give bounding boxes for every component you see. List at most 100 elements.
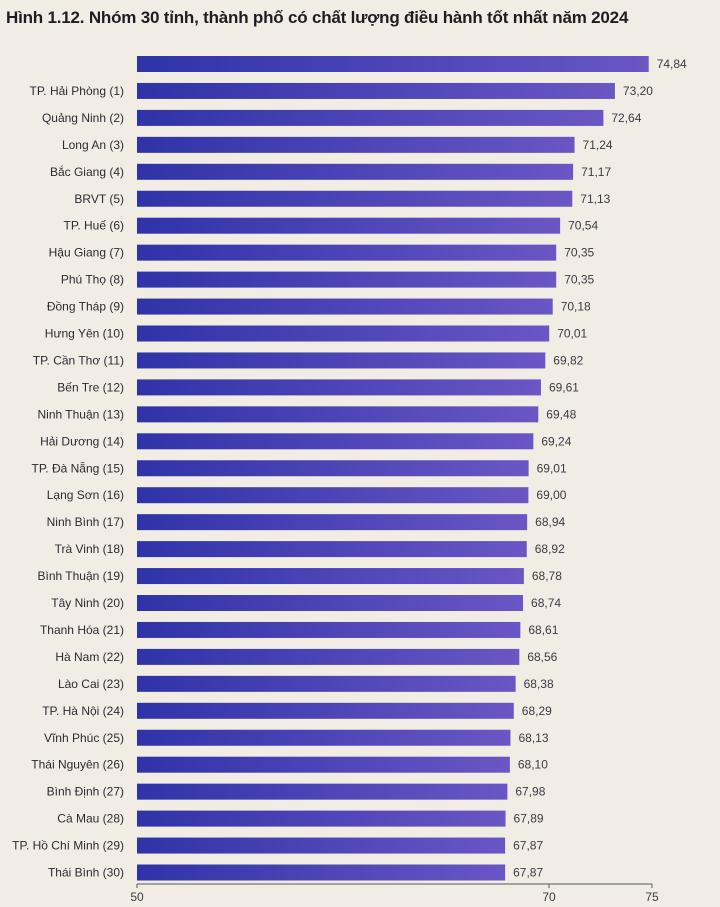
x-tick-label: 75 bbox=[645, 890, 659, 904]
bar bbox=[137, 325, 550, 342]
chart-title: Hình 1.12. Nhóm 30 tỉnh, thành phố có ch… bbox=[6, 8, 629, 27]
category-label: Long An (3) bbox=[62, 138, 124, 152]
category-label: Ninh Bình (17) bbox=[47, 515, 124, 529]
category-labels-layer: TP. Hải Phòng (1) Quảng Ninh (2) Long An (… bbox=[12, 84, 124, 880]
bar bbox=[137, 271, 557, 288]
category-label: Thanh Hóa (21) bbox=[40, 623, 124, 637]
value-label: 69,01 bbox=[537, 461, 567, 475]
value-label: 67,98 bbox=[515, 785, 545, 799]
category-label: Thái Bình (30) bbox=[48, 866, 124, 880]
bar bbox=[137, 82, 615, 99]
value-label: 67,87 bbox=[513, 866, 543, 880]
category-label: Đồng Tháp (9) bbox=[47, 300, 124, 314]
x-axis: 50 70 75 bbox=[130, 883, 659, 904]
value-label: 70,18 bbox=[561, 300, 591, 314]
value-label: 74,84 bbox=[657, 57, 687, 71]
category-label: TP. Cần Thơ (11) bbox=[33, 353, 124, 367]
value-label: 68,13 bbox=[518, 731, 548, 745]
value-label: 67,89 bbox=[514, 812, 544, 826]
bar bbox=[137, 217, 561, 234]
value-label: 70,01 bbox=[557, 327, 587, 341]
bar bbox=[137, 244, 557, 261]
bar bbox=[137, 621, 521, 638]
bar bbox=[137, 406, 539, 423]
category-label: Trà Vinh (18) bbox=[55, 542, 124, 556]
value-label: 69,48 bbox=[546, 407, 576, 421]
value-label: 68,56 bbox=[527, 650, 557, 664]
value-label: 69,00 bbox=[536, 488, 566, 502]
category-label: Bình Thuận (19) bbox=[37, 569, 124, 583]
category-label: TP. Hồ Chí Minh (29) bbox=[12, 839, 124, 853]
x-tick-label: 50 bbox=[130, 890, 144, 904]
bar bbox=[137, 460, 529, 477]
category-label: Cà Mau (28) bbox=[57, 812, 124, 826]
category-label: Phú Thọ (8) bbox=[61, 273, 124, 287]
bars-layer bbox=[137, 56, 649, 881]
bar bbox=[137, 379, 541, 396]
bar bbox=[137, 675, 516, 692]
category-label: BRVT (5) bbox=[74, 192, 124, 206]
category-label: TP. Huế (6) bbox=[64, 219, 124, 233]
value-label: 69,24 bbox=[541, 434, 571, 448]
bar bbox=[137, 298, 553, 315]
value-label: 68,38 bbox=[524, 677, 554, 691]
value-label: 70,35 bbox=[564, 246, 594, 260]
category-label: TP. Hà Nội (24) bbox=[42, 704, 124, 718]
category-label: TP. Hải Phòng (1) bbox=[30, 84, 125, 98]
value-label: 68,78 bbox=[532, 569, 562, 583]
bar bbox=[137, 783, 508, 800]
bar bbox=[137, 163, 574, 180]
value-label: 68,10 bbox=[518, 758, 548, 772]
value-label: 68,61 bbox=[528, 623, 558, 637]
bar bbox=[137, 729, 511, 746]
bar bbox=[137, 595, 524, 611]
value-label: 71,24 bbox=[583, 138, 613, 152]
category-label: Bến Tre (12) bbox=[57, 380, 124, 394]
value-label: 73,20 bbox=[623, 84, 653, 98]
value-label: 69,82 bbox=[553, 353, 583, 367]
bar bbox=[137, 568, 524, 585]
category-label: Thái Nguyên (26) bbox=[31, 758, 124, 772]
bar bbox=[137, 190, 573, 207]
bar bbox=[137, 864, 506, 881]
category-label: Ninh Thuận (13) bbox=[38, 407, 125, 421]
category-label: Vĩnh Phúc (25) bbox=[44, 731, 124, 745]
value-label: 71,13 bbox=[580, 192, 610, 206]
value-label: 69,61 bbox=[549, 380, 579, 394]
value-label: 68,94 bbox=[535, 515, 565, 529]
bar bbox=[137, 136, 575, 153]
category-label: Bắc Giang (4) bbox=[50, 164, 124, 179]
bar bbox=[137, 109, 604, 126]
value-label: 72,64 bbox=[611, 111, 641, 125]
bar bbox=[137, 352, 546, 369]
value-label: 70,54 bbox=[568, 219, 598, 233]
category-label: Hà Nam (22) bbox=[55, 650, 124, 664]
category-label: Lào Cai (23) bbox=[58, 677, 124, 691]
value-label: 68,92 bbox=[535, 542, 565, 556]
value-label: 68,74 bbox=[531, 596, 561, 610]
category-label: Hải Dương (14) bbox=[40, 434, 124, 448]
bar bbox=[137, 433, 534, 450]
bar bbox=[137, 810, 506, 827]
bar bbox=[137, 756, 510, 773]
category-label: Bình Định (27) bbox=[47, 785, 124, 799]
x-tick-label: 70 bbox=[542, 890, 556, 904]
value-label: 70,35 bbox=[564, 273, 594, 287]
category-label: Hậu Giang (7) bbox=[49, 246, 124, 260]
value-labels-layer: 74,84 73,20 72,64 71,24 71,17 71,13 70,54 70,35… bbox=[513, 57, 687, 880]
category-label: TP. Đà Nẵng (15) bbox=[32, 460, 125, 475]
bar bbox=[137, 837, 506, 854]
bar bbox=[137, 514, 528, 531]
category-label: Hưng Yên (10) bbox=[45, 327, 124, 341]
bar bbox=[137, 648, 520, 665]
value-label: 68,29 bbox=[522, 704, 552, 718]
bar bbox=[137, 541, 527, 558]
value-label: 71,17 bbox=[581, 165, 611, 179]
category-label: Lạng Sơn (16) bbox=[47, 488, 124, 502]
category-label: Tây Ninh (20) bbox=[51, 596, 124, 610]
bar bbox=[137, 702, 514, 719]
bar bbox=[137, 56, 649, 72]
bar bbox=[137, 487, 529, 504]
category-label: Quảng Ninh (2) bbox=[42, 111, 124, 125]
